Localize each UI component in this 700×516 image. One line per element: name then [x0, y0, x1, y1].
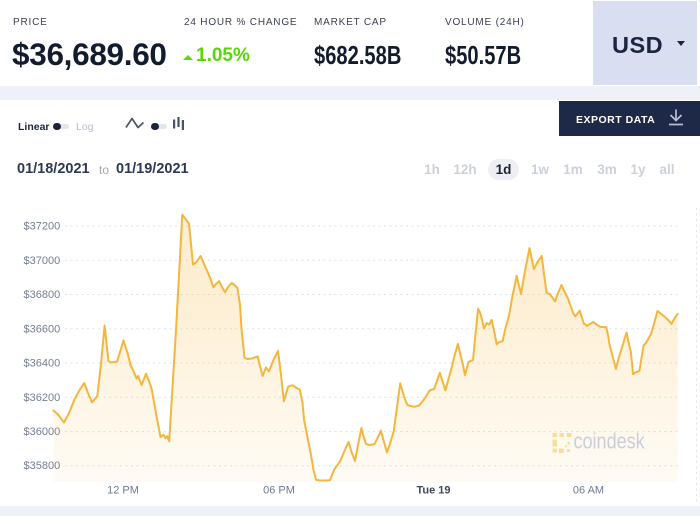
svg-text:$36000: $36000 [24, 426, 61, 438]
svg-text:12 PM: 12 PM [107, 485, 139, 497]
svg-text:$35800: $35800 [24, 460, 61, 472]
svg-text:$36600: $36600 [24, 323, 61, 335]
svg-text:$37200: $37200 [24, 221, 61, 233]
svg-text:coindesk: coindesk [574, 430, 646, 454]
svg-text:$36800: $36800 [24, 289, 61, 301]
svg-text:$36400: $36400 [24, 358, 61, 370]
svg-text:06 AM: 06 AM [573, 485, 604, 497]
svg-text:06 PM: 06 PM [263, 485, 295, 497]
svg-text:$36200: $36200 [24, 392, 61, 404]
svg-text:$37000: $37000 [24, 255, 61, 267]
svg-text:Tue 19: Tue 19 [416, 485, 450, 497]
